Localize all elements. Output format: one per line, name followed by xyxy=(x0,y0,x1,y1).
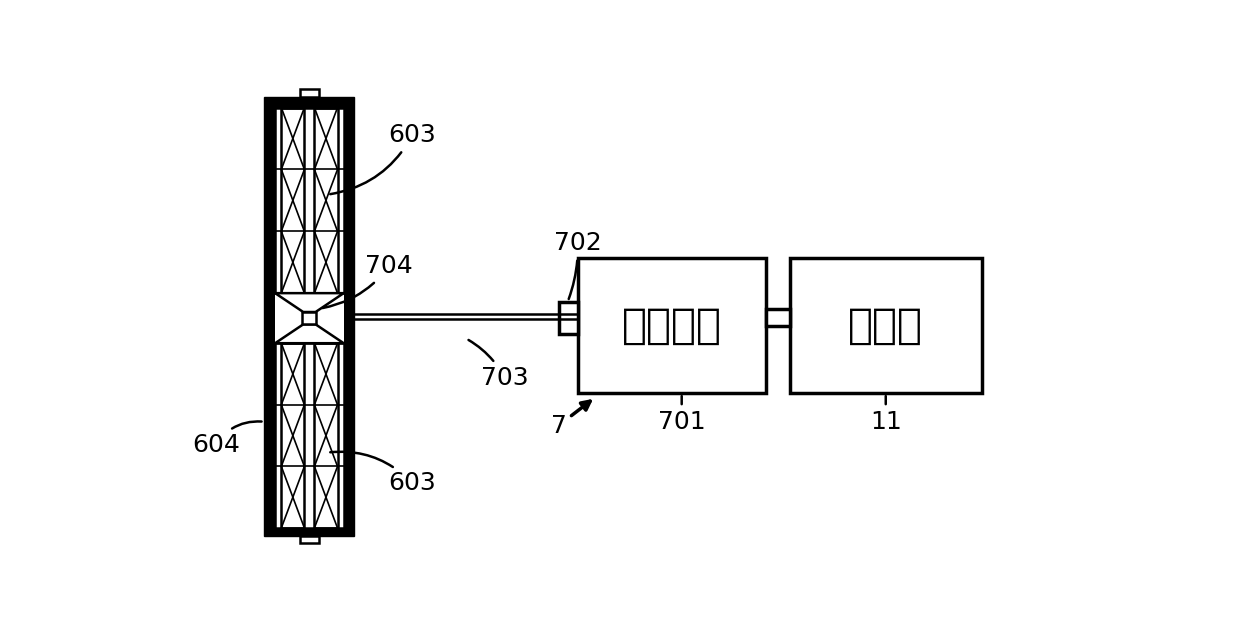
Text: 603: 603 xyxy=(330,124,436,194)
Text: 11: 11 xyxy=(870,396,901,434)
Bar xyxy=(300,89,319,97)
Bar xyxy=(790,258,982,393)
Text: 604: 604 xyxy=(192,421,262,457)
Text: 603: 603 xyxy=(330,451,436,495)
Bar xyxy=(275,108,343,293)
Bar xyxy=(275,343,343,528)
Bar xyxy=(281,343,304,528)
Bar xyxy=(300,535,319,544)
Bar xyxy=(303,312,316,324)
Bar xyxy=(264,97,355,535)
Text: 704: 704 xyxy=(322,254,413,308)
Text: 703: 703 xyxy=(469,340,528,390)
Bar xyxy=(766,309,790,326)
Text: 702: 702 xyxy=(554,231,601,299)
Text: 发动机: 发动机 xyxy=(848,305,924,347)
Bar xyxy=(315,343,337,528)
Bar xyxy=(275,108,343,525)
Bar xyxy=(578,258,766,393)
Text: 7: 7 xyxy=(551,401,590,438)
Text: 701: 701 xyxy=(658,396,706,434)
Polygon shape xyxy=(275,324,343,343)
Bar xyxy=(315,108,337,293)
Bar xyxy=(275,293,343,343)
Bar xyxy=(558,302,578,334)
Polygon shape xyxy=(275,293,343,312)
Bar xyxy=(275,343,343,528)
Bar xyxy=(275,108,343,293)
Bar xyxy=(281,108,304,293)
Text: 主减速器: 主减速器 xyxy=(622,305,722,347)
